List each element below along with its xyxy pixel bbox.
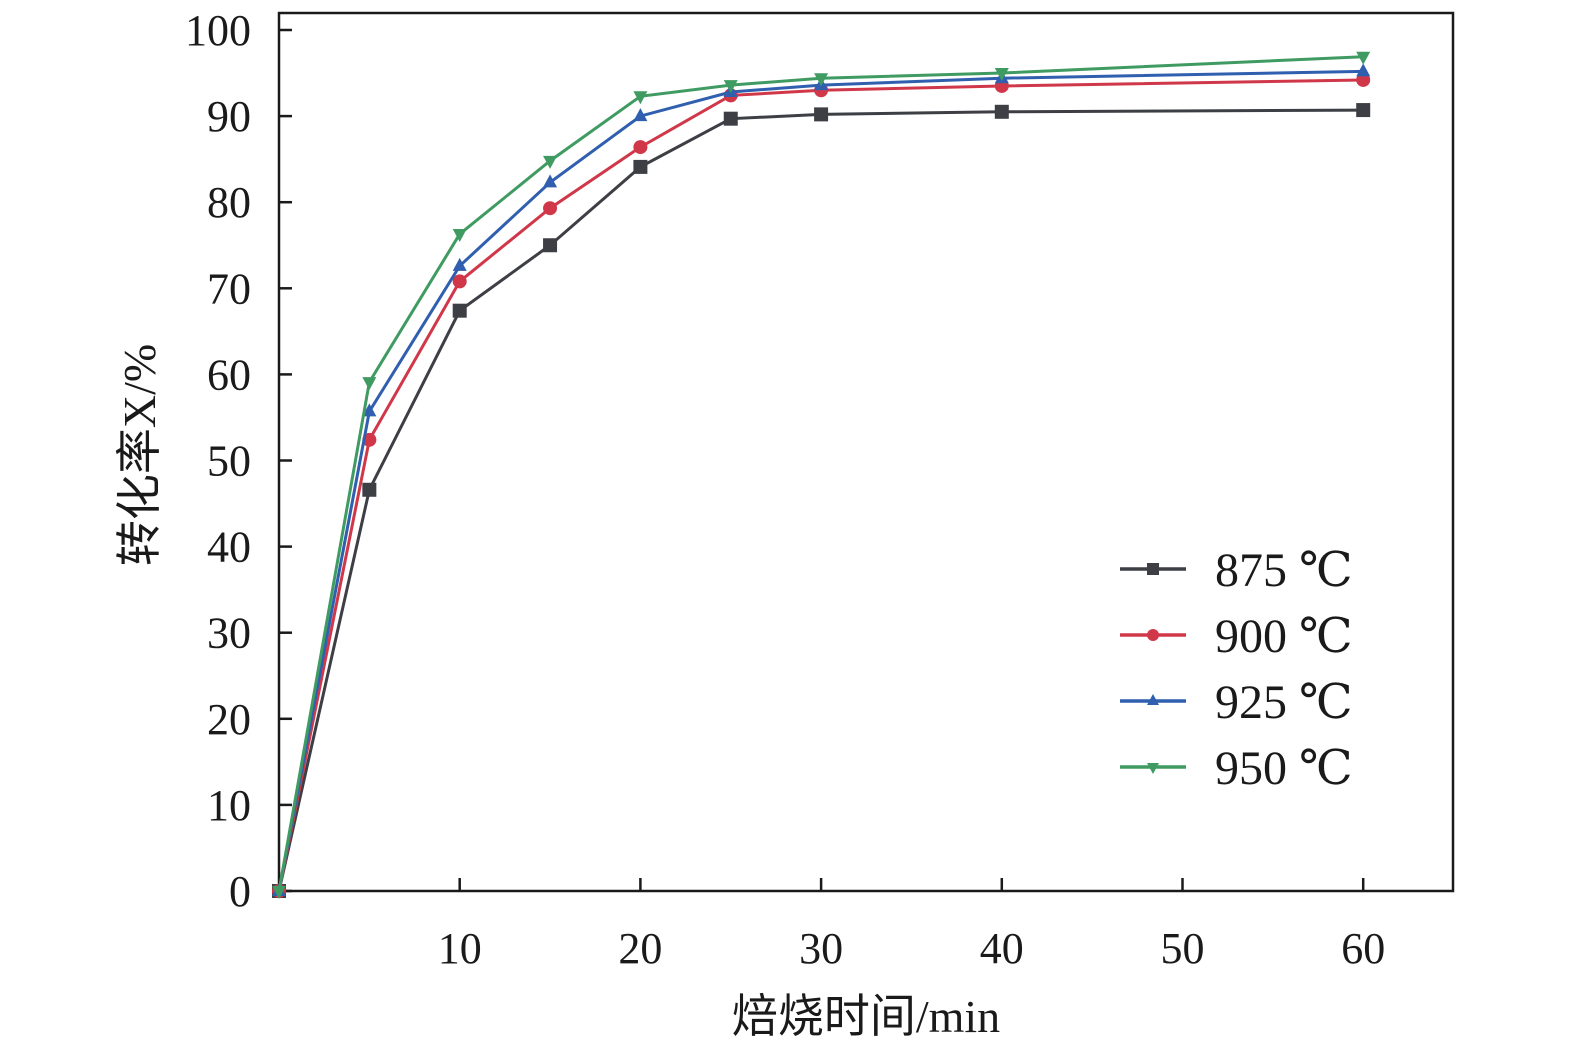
marker-triangle-down [1147,763,1159,774]
series-group [272,51,1371,899]
marker-triangle-down [272,886,286,899]
marker-triangle-up [1147,694,1159,705]
axes: 0 10 20 30 40 50 60 70 80 90 100 10 20 30 40 50 60 [185,6,1455,973]
y-tick-label: 60 [207,350,251,399]
marker-square [633,159,648,174]
marker-square [543,238,558,253]
marker-circle [452,274,467,289]
y-tick-label: 0 [229,867,251,916]
marker-triangle-down [633,91,648,105]
legend-item: 925 ℃ [1120,676,1353,729]
marker-circle [1356,72,1371,87]
series-875 [272,103,1371,898]
series-line [277,69,1364,892]
marker-square [814,107,829,122]
marker-triangle-down [1356,51,1371,65]
y-tick-label: 100 [185,6,251,55]
y-tick-label: 30 [207,609,251,658]
x-tick-label: 30 [799,924,843,973]
marker-triangle-up [1356,63,1371,77]
y-axis-label: 转化率X/% [114,344,165,566]
series-line [277,108,1364,892]
legend: 875 ℃ 900 ℃ 925 ℃ 950 ℃ [1120,544,1353,795]
marker-square [1147,563,1159,575]
marker-square [452,303,467,318]
series-950 [272,51,1371,899]
series-line [277,78,1364,892]
x-tick-label: 60 [1341,924,1385,973]
legend-label: 900 ℃ [1215,610,1353,663]
y-tick-label: 20 [207,695,251,744]
x-tick-label: 20 [618,924,662,973]
x-tick-label: 40 [980,924,1024,973]
series-925 [272,63,1371,896]
plot-frame [277,11,1455,893]
marker-triangle-up [362,403,377,417]
series-line [277,55,1364,892]
marker-triangle-up [452,257,467,271]
legend-item: 900 ℃ [1120,610,1353,663]
marker-triangle-down [994,68,1009,82]
marker-circle [543,201,558,216]
marker-triangle-down [814,73,829,87]
legend-label: 925 ℃ [1215,676,1353,729]
y-tick-label: 90 [207,92,251,141]
marker-triangle-down [543,155,558,169]
y-tick-label: 10 [207,781,251,830]
marker-circle [1147,629,1159,641]
marker-circle [633,140,648,155]
series-900 [272,72,1371,898]
marker-triangle-down [362,377,377,391]
marker-square [994,104,1009,119]
marker-triangle-down [452,229,467,243]
legend-item: 950 ℃ [1120,742,1353,795]
marker-triangle-up [543,174,558,188]
marker-square [362,482,377,497]
legend-label: 950 ℃ [1215,742,1353,795]
legend-label: 875 ℃ [1215,544,1353,597]
x-tick-label: 10 [438,924,482,973]
y-tick-label: 50 [207,437,251,486]
legend-item: 875 ℃ [1120,544,1353,597]
marker-square [723,111,738,126]
x-tick-label: 50 [1161,924,1205,973]
x-axis-label: 焙烧时间/min [732,991,1000,1042]
marker-square [1356,103,1371,118]
marker-triangle-up [633,108,648,122]
marker-triangle-down [723,80,738,94]
y-tick-label: 80 [207,178,251,227]
y-tick-label: 70 [207,264,251,313]
y-tick-label: 40 [207,523,251,572]
